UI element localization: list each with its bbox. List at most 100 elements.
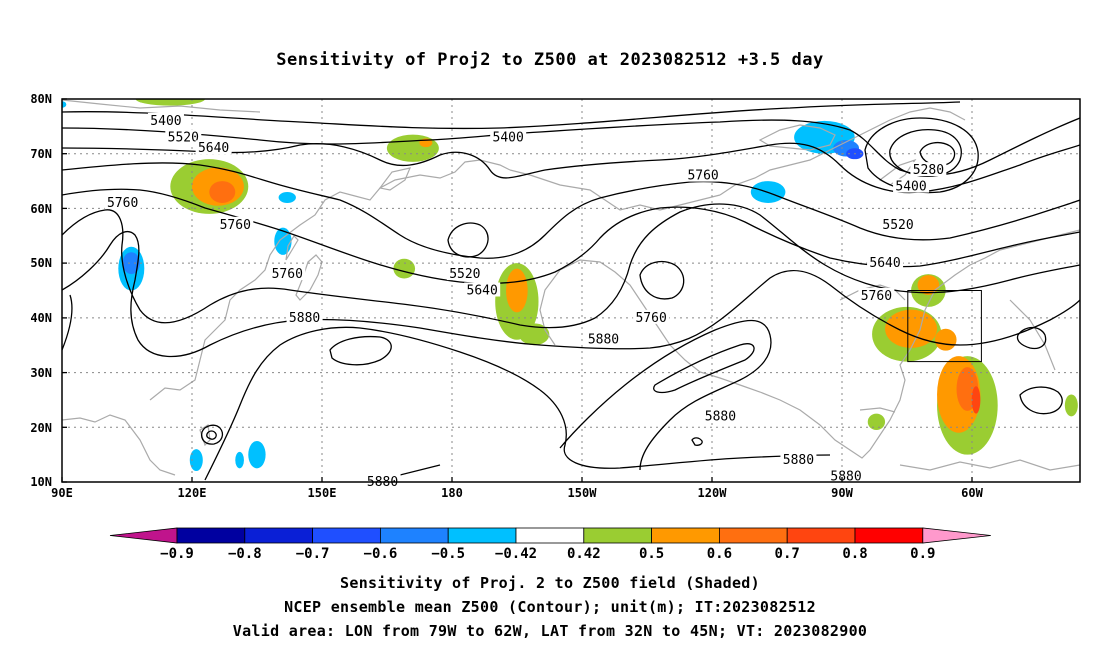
contour-label: 5760 — [272, 267, 303, 282]
lat-label: 50N — [30, 256, 52, 270]
colorbar-cell — [854, 527, 924, 544]
contour-label: 5280 — [913, 163, 944, 178]
colorbar-label: −0.5 — [431, 546, 465, 562]
contour-label-bg — [286, 309, 323, 324]
lon-label: 180 — [441, 486, 463, 500]
colorbar-label: −0.7 — [296, 546, 330, 562]
contour-label-bg — [585, 331, 622, 346]
contour-label-bg — [828, 468, 865, 483]
contour-label-bg — [195, 140, 232, 155]
contour-label: 5880 — [705, 409, 736, 424]
colorbar-label: −0.8 — [228, 546, 262, 562]
sensitivity-shading — [62, 99, 1078, 472]
colorbar-label: 0.8 — [842, 546, 867, 562]
contour-label-bg — [464, 282, 501, 297]
lat-label: 70N — [30, 147, 52, 161]
contour-label-bg — [217, 216, 254, 231]
lon-label: 120E — [178, 486, 207, 500]
contour-label: 5760 — [107, 196, 138, 211]
chart-title: Sensitivity of Proj2 to Z500 at 20230825… — [276, 50, 824, 70]
lat-label: 40N — [30, 311, 52, 325]
lon-label: 90E — [51, 486, 73, 500]
contour-label: 5880 — [289, 311, 320, 326]
contour-label: 5520 — [449, 267, 480, 282]
contour-label: 5760 — [687, 169, 718, 184]
contour-label-bg — [702, 408, 739, 423]
grid — [62, 99, 1080, 482]
sensitivity-map: 5400 5520 5640 5760 5760 5760 5880 5400 5520 5640… — [30, 92, 1081, 562]
axis-ticks — [61, 98, 973, 483]
contour-label-bg — [364, 474, 401, 488]
lat-label: 20N — [30, 421, 52, 435]
sensitivity-patch — [386, 134, 439, 162]
colorbar-cells — [109, 527, 991, 544]
sensitivity-patch — [506, 268, 528, 313]
contour-label-bg — [880, 216, 917, 231]
colorbar-cell — [447, 527, 517, 544]
colorbar-label: −0.9 — [160, 546, 194, 562]
contour-label-bg — [867, 255, 904, 270]
lon-label: 150W — [568, 486, 598, 500]
contour-label: 5400 — [150, 114, 181, 129]
colorbar-label: 0.9 — [910, 546, 935, 562]
colorbar-cell — [379, 527, 449, 544]
contour-label: 5760 — [861, 289, 892, 304]
contour-label-bg — [446, 266, 483, 281]
colorbar-cell — [176, 527, 246, 544]
lon-axis-labels: 90E 120E 150E 180 150W 120W 90W 60W — [51, 486, 983, 500]
lon-label: 90W — [831, 486, 853, 500]
contour-label-bg — [685, 167, 722, 182]
contour-label: 5760 — [635, 311, 666, 326]
valid-area-box — [907, 290, 982, 363]
lat-label: 10N — [30, 475, 52, 489]
sensitivity-patch — [867, 413, 886, 431]
lat-label: 80N — [30, 92, 52, 106]
colorbar-cell — [583, 527, 652, 544]
sensitivity-patch — [885, 309, 938, 348]
lon-label: 150E — [308, 486, 337, 500]
sensitivity-patch — [278, 192, 296, 203]
contour-label-bg — [165, 129, 202, 144]
lat-axis-labels: 80N 70N 60N 50N 40N 30N 20N 10N — [30, 92, 52, 489]
colorbar-label: 0.7 — [775, 546, 800, 562]
colorbar-label: 0.6 — [707, 546, 732, 562]
colorbar-low-triangle — [109, 527, 178, 544]
contour-label: 5640 — [869, 256, 900, 271]
caption-contour: NCEP ensemble mean Z500 (Contour); unit(… — [284, 598, 816, 616]
colorbar-labels: −0.9 −0.8 −0.7 −0.6 −0.5 −0.42 0.42 0.5 0.6 0.7 0.… — [160, 546, 935, 562]
contour-label: 5520 — [882, 218, 913, 233]
contour-label-bg — [104, 194, 141, 209]
colorbar-cell — [651, 527, 720, 544]
contour-label-bg — [269, 266, 306, 281]
sensitivity-patch — [235, 451, 244, 469]
lat-label: 30N — [30, 366, 52, 380]
sensitivity-patch — [122, 252, 140, 275]
contour-label: 5400 — [493, 130, 524, 145]
contour-label: 5880 — [783, 453, 814, 468]
colorbar-cell — [244, 527, 314, 544]
contour-label-bg — [858, 287, 895, 302]
contour-label-bg — [633, 309, 670, 324]
contour-labels: 5400 5520 5640 5760 5760 5760 5880 5400 5520 5640… — [104, 112, 947, 490]
contour-label: 5880 — [588, 333, 619, 348]
colorbar-label: −0.42 — [495, 546, 537, 562]
caption-shaded: Sensitivity of Proj. 2 to Z500 field (Sh… — [340, 574, 760, 592]
contour-label: 5880 — [830, 470, 861, 485]
contour-label-bg — [910, 162, 947, 177]
contour-label: 5640 — [198, 141, 229, 156]
lon-label: 120W — [698, 486, 728, 500]
lon-label: 60W — [961, 486, 983, 500]
sensitivity-patch — [62, 101, 67, 108]
contour-label: 5400 — [895, 180, 926, 195]
caption-valid-area: Valid area: LON from 79W to 62W, LAT fro… — [232, 622, 868, 640]
contour-label: 5640 — [467, 284, 498, 299]
sensitivity-patch — [209, 181, 236, 203]
sensitivity-patch — [1064, 394, 1078, 417]
colorbar-label: 0.42 — [567, 546, 601, 562]
sensitivity-patch — [274, 227, 292, 255]
sensitivity-patch — [248, 440, 266, 469]
colorbar-high-triangle — [922, 527, 991, 544]
sensitivity-patch — [189, 449, 203, 472]
colorbar-label: −0.6 — [364, 546, 398, 562]
contour-label-bg — [147, 112, 184, 127]
